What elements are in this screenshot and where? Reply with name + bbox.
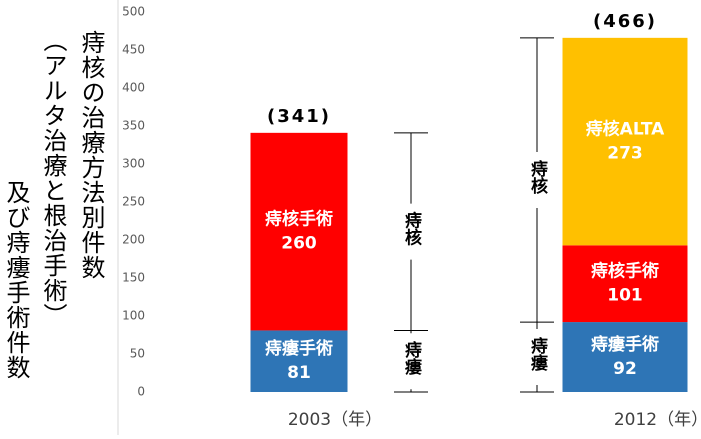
segment-name: 痔核ALTA [586, 119, 665, 140]
bar-segment [250, 330, 348, 392]
total-label: (466) [593, 11, 657, 32]
x-tick-label: 2003（年） [288, 410, 382, 430]
segment-value: 101 [607, 286, 643, 306]
x-tick-label: 2012（年） [614, 410, 701, 430]
y-tick-label: 50 [130, 347, 145, 361]
bar-segment [562, 322, 688, 392]
y-axis-title: 及び痔瘻手術件数 [2, 180, 30, 380]
segment-name: 痔瘻手術 [591, 334, 659, 355]
y-axis-title: （アルタ治療と根治手術） [39, 28, 67, 328]
y-tick-label: 200 [122, 233, 145, 247]
y-tick-label: 300 [122, 157, 145, 171]
y-tick-label: 500 [122, 5, 145, 19]
bracket-label: 痔瘻 [401, 340, 422, 376]
segment-name: 痔核手術 [591, 261, 659, 282]
y-tick-label: 400 [122, 81, 145, 95]
bracket-label: 痔核 [527, 159, 548, 195]
bar-segment [562, 245, 688, 323]
bar-segment [250, 132, 348, 331]
segment-value: 92 [613, 359, 637, 379]
y-tick-label: 350 [122, 119, 145, 133]
segment-value: 81 [287, 363, 311, 383]
y-tick-label: 150 [122, 271, 145, 285]
bracket-label: 痔核 [401, 211, 422, 247]
segment-name: 痔核手術 [265, 209, 333, 230]
bracket-label: 痔瘻 [527, 336, 548, 372]
segment-name: 痔瘻手術 [265, 338, 333, 359]
y-tick-label: 0 [137, 385, 145, 399]
segment-value: 273 [607, 144, 643, 164]
y-tick-label: 250 [122, 195, 145, 209]
total-label: (341) [267, 106, 331, 127]
bar-segment [562, 37, 688, 246]
y-tick-label: 100 [122, 309, 145, 323]
y-axis-title: 痔核の治療方法別件数 [77, 30, 105, 280]
segment-value: 260 [281, 234, 317, 254]
y-tick-label: 450 [122, 43, 145, 57]
